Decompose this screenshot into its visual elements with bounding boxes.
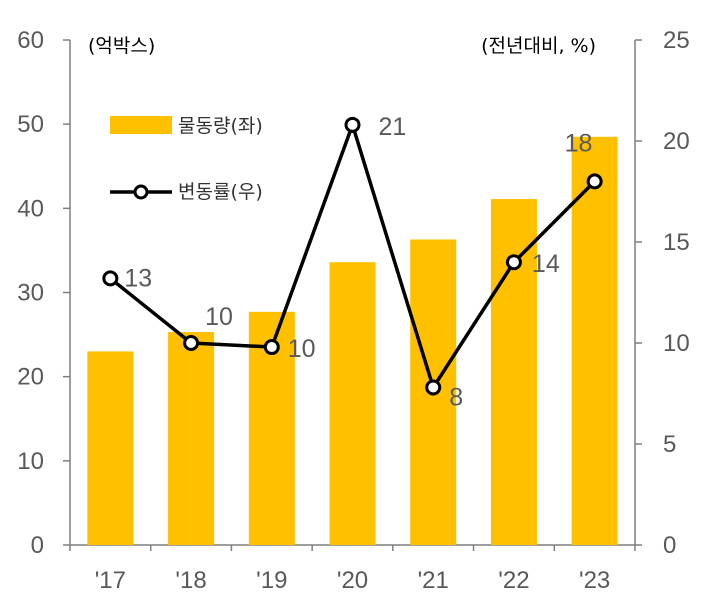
bar — [87, 351, 134, 545]
right-tick-label: 0 — [663, 532, 676, 559]
right-tick-label: 5 — [663, 431, 676, 458]
left-tick-label: 10 — [17, 448, 44, 475]
right-tick-label: 15 — [663, 229, 690, 256]
right-axis-unit: (전년대비, %) — [481, 35, 596, 57]
right-tick-label: 10 — [663, 330, 690, 357]
line-data-label: 21 — [379, 113, 407, 141]
line-point — [505, 254, 522, 271]
bar — [329, 262, 376, 545]
x-tick-label: '22 — [498, 567, 529, 594]
legend-line-label: 변동률(우) — [178, 181, 263, 203]
left-tick-label: 0 — [31, 532, 44, 559]
right-tick-label: 20 — [663, 128, 690, 155]
left-tick-label: 50 — [17, 111, 44, 138]
line-data-label: 14 — [532, 250, 560, 278]
line-point — [344, 116, 361, 133]
x-tick-label: '23 — [579, 567, 610, 594]
x-tick-label: '19 — [256, 567, 287, 594]
bar — [490, 199, 537, 545]
line-point — [586, 173, 603, 190]
axes-layer: 0 10 20 30 40 50 60 0 5 10 15 20 25 '17 '18 '19 '20 '21 '2… — [17, 27, 689, 594]
line-layer — [102, 116, 603, 396]
x-tick-label: '21 — [418, 567, 449, 594]
right-tick-label: 25 — [663, 27, 690, 54]
x-tick-label: '20 — [337, 567, 368, 594]
line-point — [183, 335, 200, 351]
legend-bar-label: 물동량(좌) — [178, 115, 263, 137]
line-point — [102, 270, 119, 287]
x-tick-label: '18 — [175, 567, 206, 594]
left-tick-label: 60 — [17, 27, 44, 54]
legend-line-marker — [133, 184, 149, 200]
bar — [571, 136, 618, 545]
left-tick-label: 20 — [17, 364, 44, 391]
line-point — [263, 339, 280, 356]
labels-layer: 13 10 10 21 8 14 18 — [124, 113, 592, 412]
bar — [168, 332, 215, 545]
legend-bar-swatch — [110, 116, 172, 134]
line-data-label: 10 — [205, 303, 233, 331]
line-point — [425, 379, 442, 396]
line-data-label: 18 — [565, 129, 593, 157]
left-tick-label: 40 — [17, 195, 44, 222]
legend: 물동량(좌) 변동률(우) — [110, 115, 263, 203]
line-data-label: 13 — [124, 264, 152, 292]
line-data-label: 10 — [288, 335, 316, 363]
left-tick-label: 30 — [17, 280, 44, 307]
bars-layer — [87, 136, 618, 545]
line-data-label: 8 — [449, 383, 463, 411]
left-axis-unit: (억박스) — [88, 35, 155, 57]
x-tick-label: '17 — [95, 567, 126, 594]
